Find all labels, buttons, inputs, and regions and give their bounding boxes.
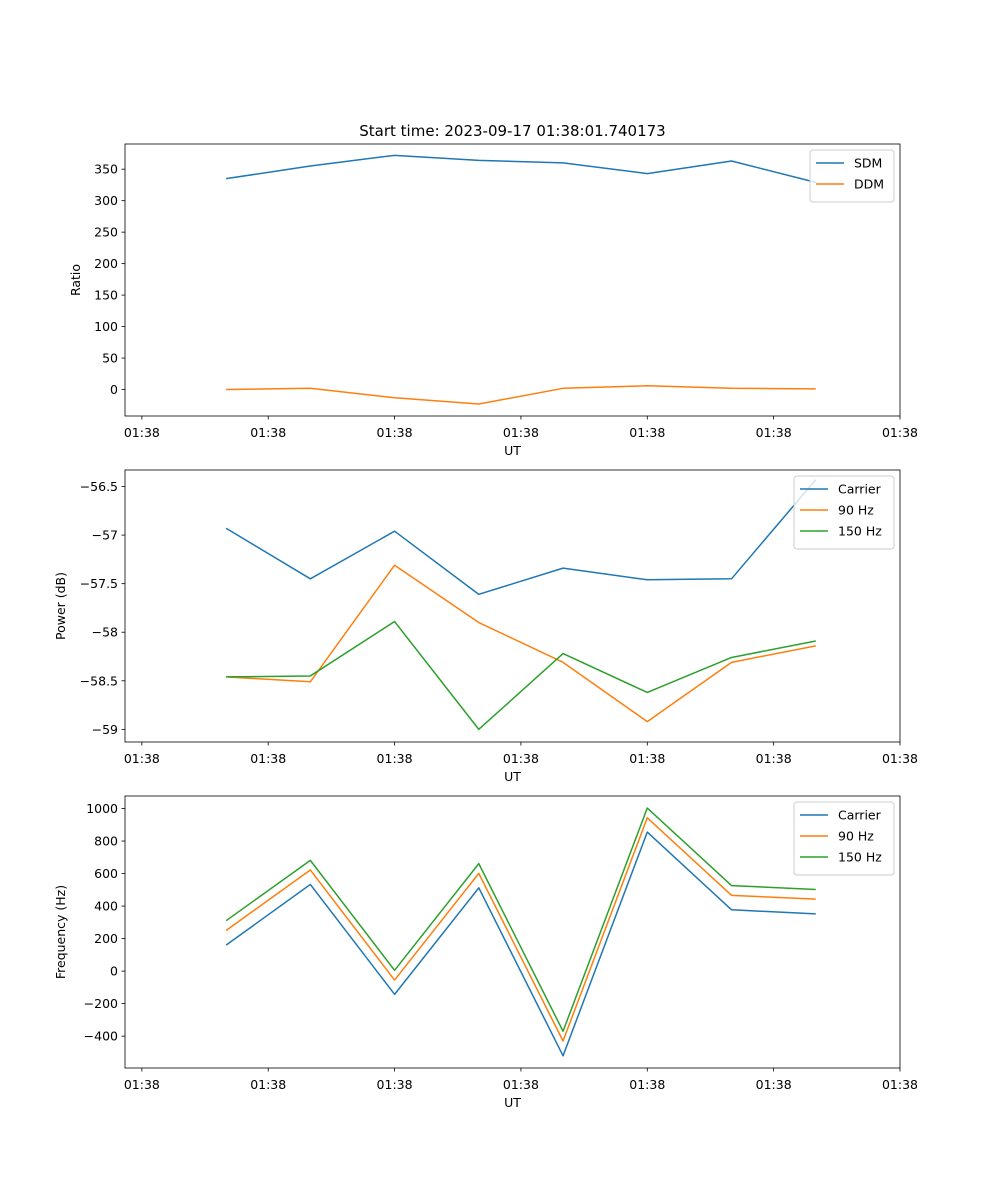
series-line-carrier (225, 831, 816, 1057)
series-line-ddm (226, 385, 816, 405)
y-tick-label: 1000 (86, 801, 118, 816)
x-axis-label: UT (504, 1095, 521, 1110)
y-tick-label: 200 (94, 256, 118, 271)
y-tick-label: 0 (110, 964, 118, 979)
series-line-90-hz (226, 564, 816, 723)
y-tick-label: −57 (92, 528, 118, 543)
y-tick-label: 250 (94, 225, 118, 240)
legend-label: Carrier (838, 482, 882, 497)
legend-label: SDM (854, 156, 882, 171)
series-line-carrier (225, 479, 817, 596)
legend: Carrier 90 Hz 150 Hz (793, 475, 895, 550)
x-tick-label: 01:38 (377, 1077, 413, 1092)
axes-frame (124, 469, 901, 743)
y-tick-label: −58.5 (80, 673, 118, 688)
x-tick-label: 01:38 (503, 751, 539, 766)
y-tick-label: −59 (92, 722, 118, 737)
x-tick-label: 01:38 (250, 751, 286, 766)
legend-label: 150 Hz (838, 524, 882, 539)
series-line-150-hz (226, 620, 816, 731)
x-tick-label: 01:38 (503, 1077, 539, 1092)
y-axis-label: Power (dB) (53, 572, 68, 640)
legend-label: 90 Hz (838, 503, 874, 518)
series-line-90-hz (225, 817, 816, 1042)
subplot-2: 01:38 01:38 01:38 01:38 01:38 01:38 01:38 −59 −5… (53, 469, 918, 784)
axes-frame (124, 143, 901, 417)
x-tick-label: 01:38 (250, 1077, 286, 1092)
y-tick-label: −57.5 (80, 576, 118, 591)
y-tick-label: 300 (94, 193, 118, 208)
y-tick-label: 0 (110, 382, 118, 397)
x-tick-label: 01:38 (756, 425, 792, 440)
x-tick-label: 01:38 (882, 425, 918, 440)
y-tick-label: 600 (94, 866, 118, 881)
y-tick-label: −200 (84, 996, 118, 1011)
x-axis-label: UT (504, 443, 521, 458)
subplot-1: 01:38 01:38 01:38 01:38 01:38 01:38 01:38 0 50 10… (68, 143, 918, 458)
x-tick-label: 01:38 (629, 1077, 665, 1092)
x-tick-label: 01:38 (124, 1077, 160, 1092)
figure-title: Start time: 2023-09-17 01:38:01.740173 (359, 122, 665, 140)
y-tick-label: 350 (94, 162, 118, 177)
x-tick-label: 01:38 (124, 751, 160, 766)
legend-label: DDM (854, 177, 884, 192)
y-tick-label: 200 (94, 931, 118, 946)
x-tick-label: 01:38 (503, 425, 539, 440)
legend-label: 150 Hz (838, 850, 882, 865)
legend-label: Carrier (838, 808, 882, 823)
series-line-sdm (225, 154, 816, 184)
x-tick-label: 01:38 (124, 425, 160, 440)
x-tick-label: 01:38 (882, 1077, 918, 1092)
x-tick-label: 01:38 (250, 425, 286, 440)
x-tick-label: 01:38 (629, 425, 665, 440)
x-tick-label: 01:38 (882, 751, 918, 766)
y-tick-label: −58 (92, 625, 118, 640)
y-axis-label: Frequency (Hz) (53, 885, 68, 979)
y-axis-label: Ratio (68, 264, 83, 296)
y-tick-label: 150 (94, 288, 118, 303)
y-tick-label: 400 (94, 899, 118, 914)
legend: SDM DDM (809, 149, 895, 203)
x-axis-label: UT (504, 769, 521, 784)
subplot-3: 01:38 01:38 01:38 01:38 01:38 01:38 01:38 −400 −… (53, 795, 918, 1110)
legend-label: 90 Hz (838, 829, 874, 844)
axes-frame (124, 795, 901, 1069)
legend: Carrier 90 Hz 150 Hz (793, 801, 895, 876)
y-tick-label: 50 (102, 351, 118, 366)
y-tick-label: −400 (84, 1029, 118, 1044)
x-tick-label: 01:38 (756, 1077, 792, 1092)
series-line-150-hz (225, 807, 816, 1033)
y-tick-label: −56.5 (80, 479, 118, 494)
x-tick-label: 01:38 (756, 751, 792, 766)
y-tick-label: 100 (94, 319, 118, 334)
x-tick-label: 01:38 (629, 751, 665, 766)
x-tick-label: 01:38 (377, 425, 413, 440)
subplots: 01:38 01:38 01:38 01:38 01:38 01:38 01:38 0 50 10… (53, 143, 918, 1110)
x-tick-label: 01:38 (377, 751, 413, 766)
y-tick-label: 800 (94, 834, 118, 849)
